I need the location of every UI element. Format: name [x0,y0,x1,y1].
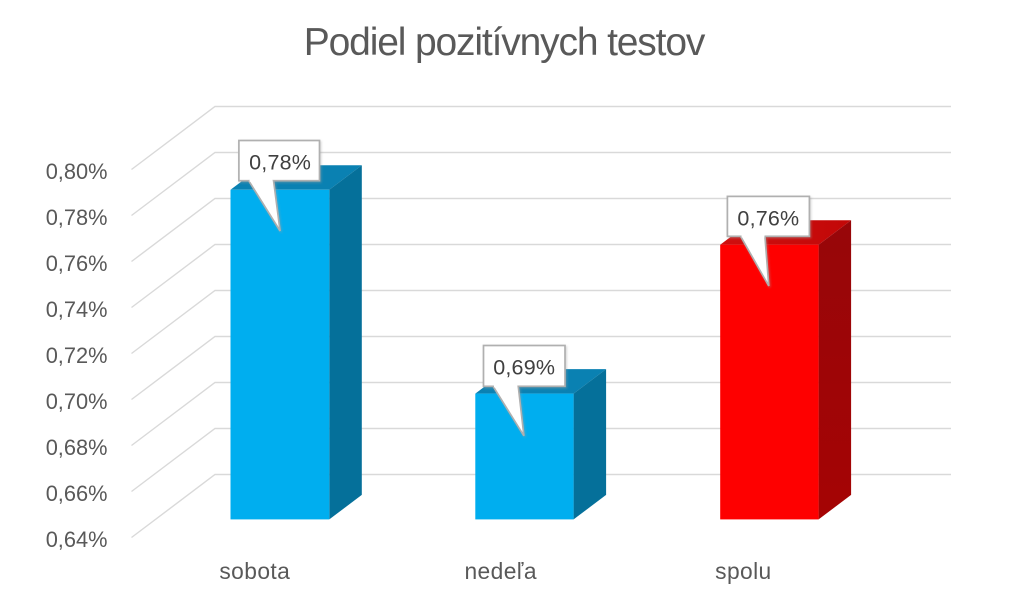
svg-text:0,78%: 0,78% [249,151,311,175]
svg-text:Podiel pozitívnych testov: Podiel pozitívnych testov [304,21,706,64]
svg-text:0,74%: 0,74% [46,297,108,322]
svg-text:nedeľa: nedeľa [464,558,536,584]
svg-text:0,76%: 0,76% [737,207,799,231]
svg-text:spolu: spolu [715,558,772,584]
svg-text:0,76%: 0,76% [46,251,108,276]
svg-text:0,66%: 0,66% [46,481,108,506]
svg-text:0,69%: 0,69% [493,356,555,380]
svg-text:0,78%: 0,78% [46,205,108,230]
svg-text:0,80%: 0,80% [46,159,108,184]
svg-text:0,64%: 0,64% [46,527,108,552]
svg-text:0,70%: 0,70% [46,389,108,414]
svg-text:sobota: sobota [219,558,290,584]
svg-text:0,68%: 0,68% [46,435,108,460]
svg-text:0,72%: 0,72% [46,343,108,368]
